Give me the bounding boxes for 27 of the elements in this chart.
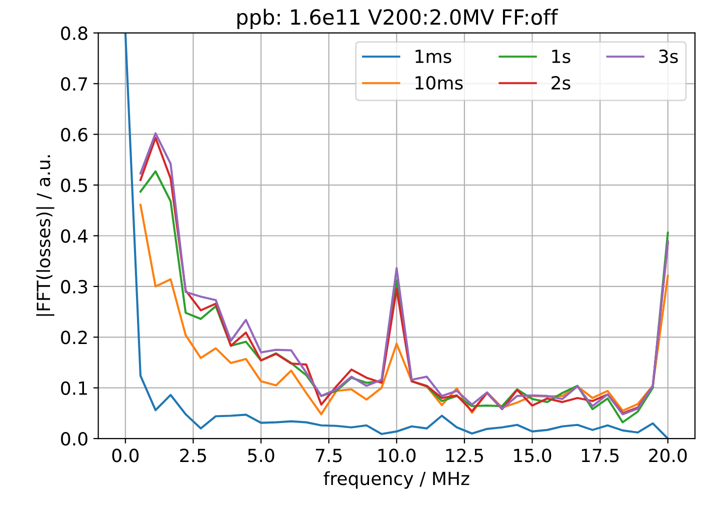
y-tick-label: 0.1 bbox=[61, 381, 87, 395]
x-tick-label: 0.0 bbox=[112, 448, 139, 462]
x-tick-label: 20.0 bbox=[649, 448, 687, 462]
y-tick-label: 0.8 bbox=[61, 26, 88, 40]
y-tick-label: 0.2 bbox=[61, 330, 87, 344]
line-series bbox=[139, 204, 669, 416]
x-tick-label: 10.0 bbox=[378, 448, 416, 462]
legend-label: 3s bbox=[659, 50, 678, 64]
y-axis-title: |FFT(losses)| / a.u. bbox=[36, 155, 54, 316]
x-tick-label: 12.5 bbox=[446, 448, 483, 462]
chart-title: ppb: 1.6e11 V200:2.0MV FF:off bbox=[237, 8, 558, 29]
legend-label: 1ms bbox=[416, 50, 452, 64]
y-tick-label: 0.4 bbox=[61, 229, 88, 243]
x-tick-label: 15.0 bbox=[514, 448, 552, 462]
x-tick-label: 2.5 bbox=[180, 448, 206, 462]
legend-label: 1s bbox=[552, 50, 570, 64]
y-tick-label: 0.6 bbox=[61, 128, 88, 142]
legend-label: 10ms bbox=[416, 76, 463, 90]
y-tick-label: 0.3 bbox=[61, 280, 88, 294]
x-tick-label: 17.5 bbox=[582, 448, 619, 462]
y-tick-label: 0.0 bbox=[61, 432, 88, 446]
legend-label: 2s bbox=[552, 76, 570, 90]
y-tick-label: 0.7 bbox=[61, 77, 88, 91]
y-tick-label: 0.5 bbox=[61, 178, 87, 192]
x-tick-label: 7.5 bbox=[316, 448, 342, 462]
x-tick-label: 5.0 bbox=[248, 448, 274, 462]
x-axis-title: frequency / MHz bbox=[324, 471, 470, 489]
